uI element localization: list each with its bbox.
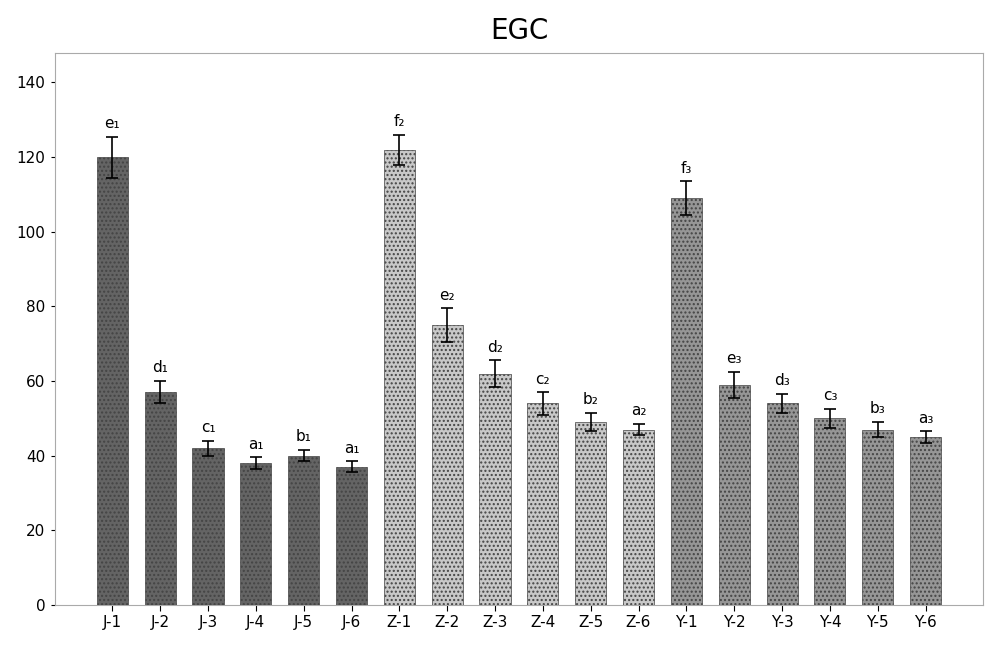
Bar [814,419,845,605]
Text: c₃: c₃ [823,388,837,403]
Bar [862,430,893,605]
Text: a₂: a₂ [631,403,646,419]
Bar [623,430,654,605]
Text: a₃: a₃ [918,411,933,426]
Bar [479,373,511,605]
Text: e₁: e₁ [105,116,120,131]
Bar [336,467,367,605]
Bar [192,448,224,605]
Text: b₁: b₁ [296,430,312,444]
Text: e₃: e₃ [726,351,742,366]
Bar [527,403,558,605]
Text: b₃: b₃ [870,401,886,417]
Bar [671,198,702,605]
Bar [767,403,798,605]
Bar [145,392,176,605]
Text: c₂: c₂ [536,371,550,387]
Text: a₁: a₁ [248,437,264,452]
Text: c₁: c₁ [201,420,215,435]
Text: d₂: d₂ [487,340,503,355]
Text: a₁: a₁ [344,441,359,455]
Title: EGC: EGC [490,17,548,45]
Bar [288,455,319,605]
Text: e₂: e₂ [439,288,455,303]
Text: d₃: d₃ [774,373,790,388]
Text: f₃: f₃ [681,160,692,176]
Bar [97,157,128,605]
Bar [240,463,271,605]
Bar [575,422,606,605]
Text: f₂: f₂ [394,114,405,129]
Text: b₂: b₂ [583,392,599,407]
Bar [719,385,750,605]
Bar [384,149,415,605]
Bar [910,437,941,605]
Text: d₁: d₁ [152,360,168,375]
Bar [432,325,463,605]
